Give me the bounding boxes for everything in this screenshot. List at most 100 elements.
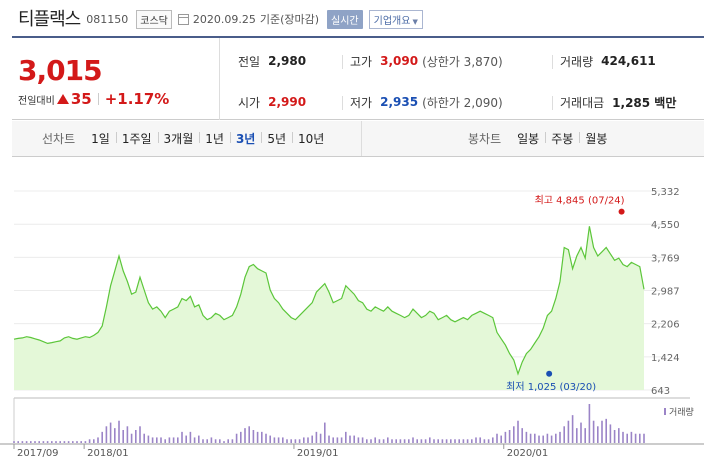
volume-bar: [210, 437, 213, 443]
volume-bar: [55, 441, 57, 443]
volume-bar: [361, 437, 364, 443]
volume-bar: [336, 437, 339, 443]
volume-bar: [277, 437, 280, 443]
volume-bar: [130, 433, 133, 443]
volume-bar: [265, 433, 267, 443]
volume-bar: [63, 441, 66, 443]
volume-bar: [105, 426, 108, 443]
volume-bar: [286, 439, 288, 443]
candle-option[interactable]: 일봉: [517, 132, 540, 146]
x-tick-label: 2018/01: [87, 448, 129, 459]
volume-bar: [445, 439, 448, 443]
volume-bar: [563, 426, 565, 443]
change-divider: [97, 93, 99, 105]
amount-value: 1,285 백만: [612, 95, 677, 110]
divider: [342, 55, 343, 69]
volume-bar: [307, 437, 309, 443]
volume-label: 거래량: [560, 54, 594, 69]
volume-bar: [408, 439, 410, 443]
realtime-button[interactable]: 실시간: [327, 9, 363, 29]
period-option[interactable]: 5년: [261, 130, 292, 147]
volume-legend-label: 거래량: [669, 406, 694, 418]
volume-bar: [219, 439, 221, 443]
volume-bar: [143, 433, 145, 443]
divider: [342, 96, 343, 110]
volume-bar: [508, 430, 511, 443]
volume-bar: [500, 435, 502, 443]
volume-bar: [475, 437, 477, 443]
volume-bar: [30, 441, 32, 443]
company-overview-button[interactable]: 기업개요 ▼: [368, 9, 423, 29]
volume-bar: [151, 437, 154, 443]
y-tick-label: 4,550: [651, 220, 680, 231]
volume-bar: [227, 439, 229, 443]
volume-bar: [576, 428, 578, 443]
amount-label: 거래대금: [560, 95, 605, 110]
volume-bar: [546, 433, 549, 443]
volume-bar: [51, 441, 53, 443]
upper-limit: (상한가 3,870): [422, 54, 503, 69]
volume-bar: [433, 439, 435, 443]
low-value: 2,935: [380, 95, 419, 109]
period-option-active[interactable]: 3년: [229, 130, 261, 147]
y-tick-label: 643: [651, 386, 670, 397]
volume-bar: [193, 437, 196, 443]
period-option[interactable]: 10년: [292, 130, 330, 147]
volume-bar: [357, 437, 360, 443]
min-label: 최저 1,025 (03/20): [506, 381, 596, 393]
max-point-marker: [618, 208, 625, 215]
high-cell: 고가 3,090 (상한가 3,870): [350, 51, 503, 71]
base-date-suffix: 기준(장마감): [259, 13, 320, 26]
candle-option[interactable]: 주봉: [545, 130, 579, 147]
volume-bar: [38, 441, 40, 443]
period-option[interactable]: 3개월: [157, 130, 200, 147]
volume-bar: [378, 439, 381, 443]
volume-bar: [630, 431, 633, 443]
volume-bar: [521, 428, 523, 443]
prev-close-cell: 전일 2,980: [238, 51, 306, 71]
volume-bar: [609, 424, 612, 443]
volume-bar: [622, 431, 624, 443]
volume-bar: [118, 420, 120, 443]
volume-bar: [559, 431, 561, 443]
volume-bar: [244, 428, 246, 443]
volume-bar: [639, 433, 641, 443]
price-chart-svg: 5,332 4,550 3,769 2,987 2,206 1,424 643 최고 4,84…: [0, 187, 704, 459]
volume-bar: [240, 431, 242, 443]
open-value: 2,990: [268, 95, 307, 109]
volume-bar: [46, 441, 49, 443]
volume-bar: [248, 426, 250, 443]
volume-bar: [156, 437, 158, 443]
period-option[interactable]: 1년: [199, 130, 230, 147]
volume-bar: [349, 435, 351, 443]
volume-bar: [315, 431, 318, 443]
change-label: 전일대비: [18, 95, 55, 107]
volume-bar: [139, 426, 141, 443]
prev-close-value: 2,980: [268, 54, 307, 68]
volume-bar: [147, 435, 150, 443]
volume-bar: [626, 433, 628, 443]
period-option[interactable]: 1주일: [115, 130, 158, 147]
current-price-box: 3,015 전일대비 35 +1.17%: [12, 38, 220, 120]
period-option[interactable]: 1일: [91, 132, 110, 146]
volume-bar: [269, 435, 271, 443]
current-price: 3,015: [18, 54, 103, 87]
x-tick-label: 2019/01: [297, 448, 339, 459]
volume-bar: [412, 437, 414, 443]
lower-limit: (하한가 2,090): [422, 95, 503, 110]
volume-bar: [298, 439, 301, 443]
volume-bar: [172, 437, 175, 443]
volume-bar: [21, 441, 24, 443]
volume-bar: [382, 439, 385, 443]
volume-bar: [198, 435, 200, 443]
amount-cell: 거래대금 1,285 백만: [560, 92, 676, 112]
volume-bar: [492, 437, 494, 443]
price-chart[interactable]: 5,332 4,550 3,769 2,987 2,206 1,424 643 최고 4,84…: [0, 166, 704, 470]
volume-bar: [571, 415, 574, 443]
change-rate: +1.17%: [104, 90, 170, 108]
candle-option[interactable]: 월봉: [579, 130, 613, 147]
volume-bar: [261, 431, 263, 443]
volume-bar: [303, 437, 305, 443]
volume-bar: [324, 422, 326, 443]
high-value: 3,090: [380, 54, 419, 68]
